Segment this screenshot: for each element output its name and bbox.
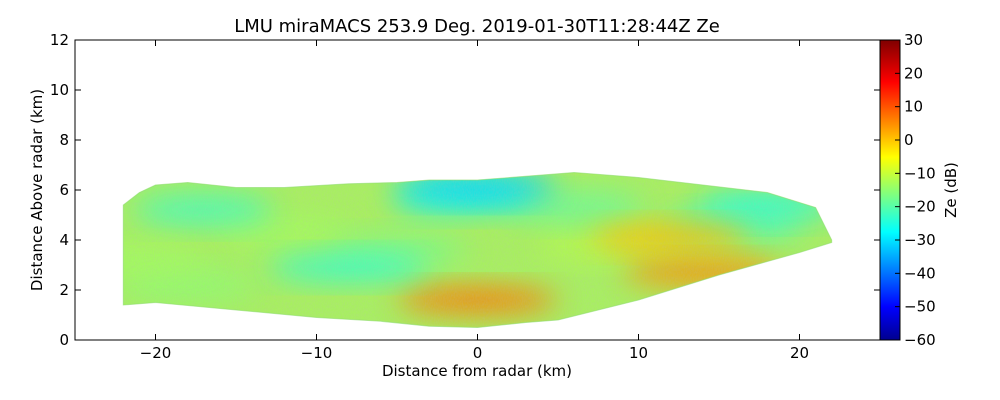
x-tick-label: 20 — [790, 344, 809, 362]
x-tick-label: −20 — [140, 344, 172, 362]
colorbar-axis: −60 −50 −40 −30 −20 −10 0 10 20 30 — [895, 31, 936, 349]
y-tick-label: 4 — [59, 231, 69, 249]
x-axis: −20 −10 0 10 20 — [140, 40, 809, 362]
x-tick-label: 0 — [473, 344, 483, 362]
colorbar-tick-label: 10 — [904, 98, 923, 116]
colorbar-tick-label: −30 — [904, 231, 936, 249]
y-tick-label: 0 — [59, 331, 69, 349]
colorbar-tick-label: 0 — [904, 131, 914, 149]
chart-title: LMU miraMACS 253.9 Deg. 2019-01-30T11:28… — [234, 16, 720, 37]
colorbar-tick-label: −20 — [904, 198, 936, 216]
colorbar-tick-label: −10 — [904, 164, 936, 182]
x-axis-label: Distance from radar (km) — [382, 362, 572, 380]
colorbar-label: Ze (dB) — [942, 162, 960, 218]
y-axis-label: Distance Above radar (km) — [28, 89, 46, 291]
colorbar-tick-label: −40 — [904, 264, 936, 282]
colorbar-tick-label: 30 — [904, 31, 923, 49]
y-tick-label: 6 — [59, 181, 69, 199]
reflectivity-field — [122, 171, 833, 329]
colorbar-tick-label: −60 — [904, 331, 936, 349]
y-tick-label: 2 — [59, 281, 69, 299]
colorbar — [879, 39, 901, 341]
y-axis: 0 2 4 6 8 10 12 — [50, 31, 880, 349]
x-tick-label: −10 — [301, 344, 333, 362]
echo-outline — [122, 171, 833, 329]
colorbar-tick-label: 20 — [904, 64, 923, 82]
y-tick-label: 8 — [59, 131, 69, 149]
y-tick-label: 10 — [50, 81, 69, 99]
x-tick-label: 10 — [629, 344, 648, 362]
colorbar-tick-label: −50 — [904, 298, 936, 316]
y-tick-label: 12 — [50, 31, 69, 49]
